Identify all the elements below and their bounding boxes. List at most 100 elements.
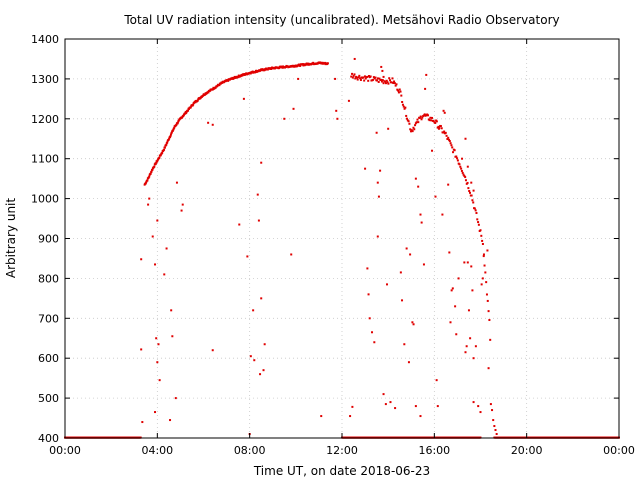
data-point	[145, 181, 148, 184]
data-point	[174, 397, 177, 400]
data-point	[358, 74, 361, 77]
data-point	[455, 155, 458, 158]
data-point	[451, 287, 454, 290]
data-point	[362, 76, 365, 79]
y-tick-label: 1000	[31, 193, 59, 206]
data-point	[466, 181, 469, 184]
data-point	[163, 273, 166, 276]
data-point	[385, 79, 388, 82]
data-point	[158, 156, 161, 159]
data-point	[382, 393, 385, 396]
data-point	[449, 321, 452, 324]
data-point	[140, 258, 143, 261]
data-point	[468, 190, 471, 193]
data-point	[436, 405, 439, 408]
data-point	[256, 193, 259, 196]
data-point	[394, 407, 397, 410]
data-point	[455, 333, 458, 336]
data-point	[175, 181, 178, 184]
data-point	[354, 77, 357, 80]
data-point	[320, 415, 323, 418]
data-point	[472, 189, 475, 192]
data-point	[207, 121, 210, 124]
data-point	[460, 169, 463, 172]
data-point	[472, 357, 475, 360]
data-point	[404, 106, 407, 109]
data-point	[410, 130, 413, 133]
data-point	[421, 116, 424, 119]
data-point	[158, 379, 161, 382]
data-point	[492, 419, 495, 422]
data-point	[481, 242, 484, 245]
data-point	[394, 84, 397, 87]
data-point	[405, 117, 408, 120]
data-point	[473, 207, 476, 210]
data-point	[439, 125, 442, 128]
data-point	[146, 179, 149, 182]
x-tick-label: 00:00	[603, 444, 635, 457]
data-point	[355, 76, 358, 79]
data-point	[403, 343, 406, 346]
data-point	[481, 239, 484, 242]
data-point	[442, 131, 445, 134]
data-point	[169, 135, 172, 138]
data-point	[423, 113, 426, 116]
data-point	[150, 170, 153, 173]
data-point	[414, 405, 417, 408]
data-point	[157, 343, 160, 346]
data-point	[260, 297, 263, 300]
x-tick-label: 00:00	[49, 444, 81, 457]
data-point	[252, 309, 255, 312]
data-point	[298, 63, 301, 66]
data-point	[429, 116, 432, 119]
data-point	[283, 117, 286, 120]
data-point	[371, 331, 374, 334]
data-point	[435, 120, 438, 123]
data-point	[453, 149, 456, 152]
data-point	[457, 277, 460, 280]
data-point	[376, 77, 379, 80]
data-point	[297, 77, 300, 80]
data-point	[401, 103, 404, 106]
data-point	[450, 289, 453, 292]
data-point	[368, 75, 371, 78]
data-point	[431, 116, 434, 119]
data-point	[262, 369, 265, 372]
data-point	[175, 123, 178, 126]
data-point	[148, 197, 151, 200]
y-tick-label: 400	[38, 432, 59, 445]
data-point	[165, 247, 168, 250]
data-point	[163, 146, 166, 149]
data-point	[431, 149, 434, 152]
data-point	[189, 106, 192, 109]
data-point	[408, 122, 411, 125]
data-point	[254, 71, 257, 74]
data-point	[154, 411, 157, 414]
data-point	[170, 131, 173, 134]
data-point	[335, 109, 338, 112]
data-point	[375, 131, 378, 134]
data-point	[388, 77, 391, 80]
data-point	[140, 348, 143, 351]
data-point	[166, 141, 169, 144]
data-point	[393, 82, 396, 85]
data-point	[417, 185, 420, 188]
data-point	[257, 219, 260, 222]
data-point	[420, 118, 423, 121]
data-point	[446, 138, 449, 141]
data-point	[419, 213, 422, 216]
data-point	[414, 177, 417, 180]
data-point	[486, 299, 489, 302]
data-point	[398, 88, 401, 91]
data-point	[443, 130, 446, 133]
data-point	[485, 293, 488, 296]
y-tick-label: 1100	[31, 153, 59, 166]
y-tick-label: 1300	[31, 73, 59, 86]
data-point	[155, 161, 158, 164]
data-point	[364, 77, 367, 80]
data-point	[447, 138, 450, 141]
chart-title: Total UV radiation intensity (uncalibrat…	[123, 13, 559, 27]
data-point	[155, 337, 158, 340]
data-point	[485, 281, 488, 284]
data-point	[349, 415, 352, 418]
